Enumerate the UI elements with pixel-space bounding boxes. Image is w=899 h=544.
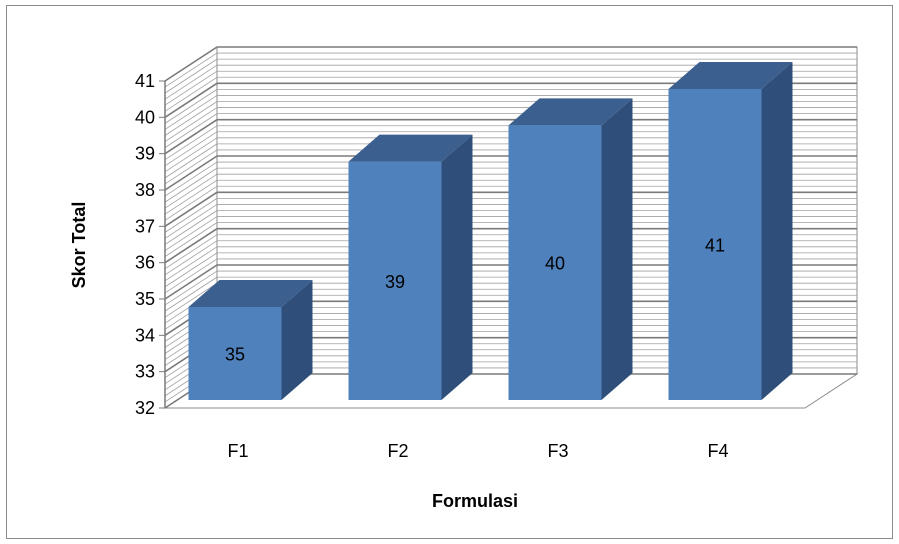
bar-data-label: 40 [545, 254, 565, 274]
side-gridline [164, 246, 218, 282]
y-tick-label: 34 [135, 325, 155, 345]
y-tick-label: 37 [135, 216, 155, 236]
x-tick-label: F3 [547, 441, 568, 461]
side-gridline [164, 46, 218, 82]
bar-side [761, 62, 793, 400]
side-gridline [164, 240, 218, 276]
bar-f2: 39 [348, 134, 473, 400]
bars: 35 39 40 41 [188, 62, 793, 400]
side-gridline [164, 161, 218, 197]
side-gridline [164, 216, 218, 251]
side-gridline [164, 282, 218, 318]
y-tick-labels: 32 33 34 35 36 37 38 39 40 41 [135, 71, 165, 418]
bar-f1: 35 [188, 280, 313, 400]
side-gridline [164, 76, 218, 112]
y-tick-label: 32 [135, 398, 155, 418]
x-tick-label: F1 [227, 441, 248, 461]
x-axis-title: Formulasi [432, 491, 518, 511]
y-axis-title: Skor Total [69, 202, 89, 289]
y-tick-label: 41 [135, 71, 155, 91]
side-gridline [164, 52, 218, 88]
side-gridline [164, 210, 218, 245]
bar-front [508, 125, 602, 400]
side-gridline [164, 227, 218, 264]
y-tick-label: 35 [135, 289, 155, 309]
y-tick-label: 39 [135, 144, 155, 164]
bar-data-label: 35 [225, 345, 245, 365]
side-gridline [164, 155, 218, 191]
bar-side [281, 280, 313, 400]
bar-top [188, 280, 313, 307]
side-gridline [164, 131, 218, 167]
bar-data-label: 39 [385, 272, 405, 292]
side-gridline [164, 149, 218, 185]
side-gridline [164, 270, 218, 306]
side-gridline [164, 179, 218, 215]
side-gridline [164, 82, 218, 119]
bar-top [348, 134, 473, 162]
bar-side [601, 98, 633, 400]
side-gridline [164, 167, 218, 203]
side-gridline [164, 101, 218, 136]
side-gridline [164, 173, 218, 209]
side-gridline [164, 222, 218, 257]
y-tick-label: 36 [135, 253, 155, 273]
side-gridline [164, 89, 218, 124]
x-tick-labels: F1 F2 F3 F4 [227, 441, 728, 461]
side-gridline [164, 137, 218, 173]
side-gridline [164, 113, 218, 148]
bar-front [188, 307, 282, 400]
side-gridline [164, 191, 218, 228]
bar-top [668, 62, 793, 89]
side-gridline [164, 107, 218, 142]
bar-front [348, 161, 442, 400]
side-gridline [164, 234, 218, 270]
bar-front [668, 89, 762, 400]
side-gridline [164, 264, 218, 300]
y-tick-label: 38 [135, 180, 155, 200]
side-gridline [164, 64, 218, 100]
bar-side [441, 134, 473, 400]
side-gridline [164, 198, 218, 233]
bar-f3: 40 [508, 98, 633, 400]
side-gridline [164, 276, 218, 312]
side-gridline [164, 118, 218, 155]
y-tick-label: 33 [135, 362, 155, 382]
side-gridline [164, 70, 218, 106]
bar-top [508, 98, 633, 126]
x-tick-label: F4 [707, 441, 728, 461]
side-gridline [164, 204, 218, 239]
y-tick-label: 40 [135, 107, 155, 127]
side-gridline [164, 252, 218, 288]
side-gridline [164, 185, 218, 221]
bar-data-label: 41 [705, 236, 725, 256]
side-gridline [164, 258, 218, 294]
side-gridline [164, 143, 218, 179]
side-gridline [164, 95, 218, 130]
side-gridline [164, 125, 218, 161]
x-tick-label: F2 [387, 441, 408, 461]
bar-f4: 41 [668, 62, 793, 400]
side-gridline [164, 58, 218, 94]
